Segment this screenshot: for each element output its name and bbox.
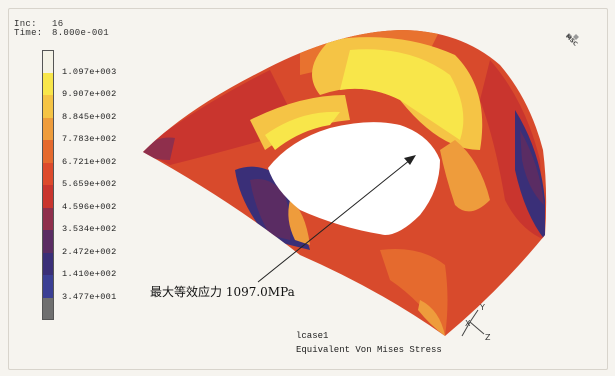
load-case-label: lcase1 (296, 331, 329, 341)
legend-swatch (42, 72, 54, 95)
legend-bar-outline (42, 50, 54, 320)
svg-text:X: X (465, 319, 471, 328)
legend-label: 6.721e+002 (62, 156, 117, 167)
legend-swatch (42, 162, 54, 185)
legend-label: 7.783e+002 (62, 134, 117, 144)
legend-swatch (42, 95, 54, 118)
increment-readout: Inc: 16 (14, 19, 64, 29)
legend-swatch (42, 50, 54, 73)
legend-swatch (42, 140, 54, 163)
axis-triad: Y Z X (461, 303, 491, 342)
result-type-label: Equivalent Von Mises Stress (296, 345, 442, 355)
legend-label: 8.845e+002 (62, 111, 117, 122)
legend-swatch (42, 185, 54, 208)
legend-label: 9.907e+002 (62, 89, 117, 99)
svg-text:Y: Y (479, 303, 485, 312)
max-stress-annotation: 最大等效应力 1097.0MPa (150, 285, 295, 299)
legend-swatch (42, 275, 54, 298)
legend-swatch (42, 230, 54, 253)
legend-label: 4.596e+002 (62, 201, 117, 212)
annotation-arrow (257, 155, 416, 283)
legend-swatch (42, 117, 54, 140)
legend-label: 5.659e+002 (62, 179, 117, 189)
svg-text:Z: Z (485, 333, 491, 342)
legend-label: 3.477e+001 (62, 291, 117, 302)
central-hole (268, 122, 440, 235)
legend-label: 1.097e+003 (62, 66, 117, 77)
legend-swatch (42, 297, 54, 320)
legend-swatch (42, 252, 54, 275)
legend-label: 1.410e+002 (62, 269, 117, 279)
legend-label: 2.472e+002 (62, 246, 117, 257)
legend-swatch (42, 207, 54, 230)
time-readout: Time: 8.000e-001 (14, 28, 110, 38)
legend-label: 3.534e+002 (62, 224, 117, 234)
